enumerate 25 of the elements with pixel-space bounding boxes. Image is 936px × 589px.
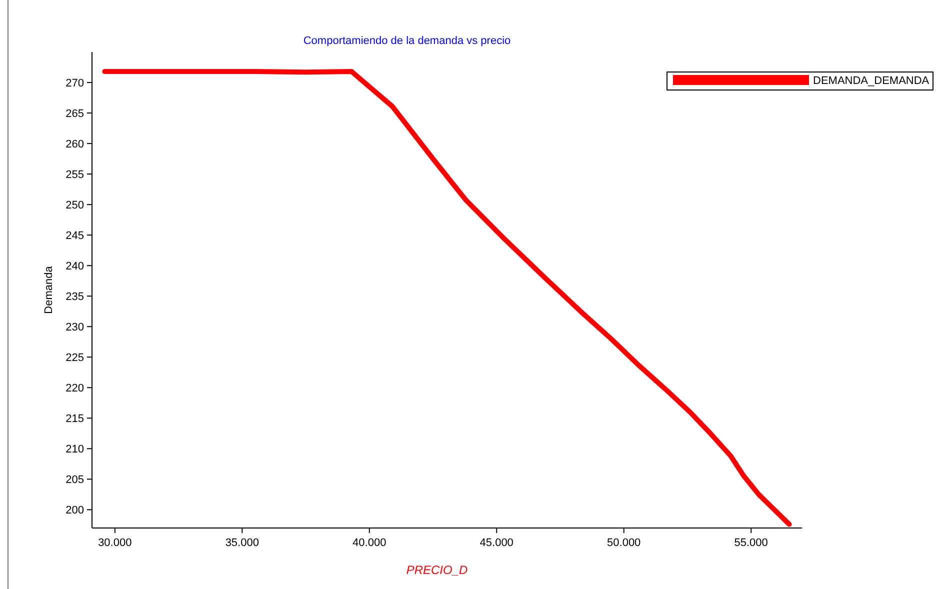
text: DEMANDA_DEMANDA bbox=[813, 75, 930, 87]
y-tick-label: 255 bbox=[66, 169, 84, 182]
y-tick-label: 250 bbox=[66, 200, 84, 212]
y-tick-label: 240 bbox=[66, 260, 84, 273]
x-tick-label: 50.000 bbox=[607, 537, 641, 549]
y-tick-label: 220 bbox=[66, 382, 84, 395]
x-tick-label: 35.000 bbox=[225, 537, 259, 549]
y-axis-title: Demanda bbox=[43, 265, 55, 314]
x-tick-label: 40.000 bbox=[352, 537, 386, 549]
y-tick-label: 215 bbox=[66, 413, 84, 426]
y-tick-label: 270 bbox=[66, 78, 84, 90]
y-tick-label: 205 bbox=[66, 474, 84, 486]
x-tick-label: 55.000 bbox=[734, 537, 768, 549]
y-tick-label: 200 bbox=[66, 504, 84, 517]
x-tick-label: 45.000 bbox=[480, 537, 514, 549]
y-tick-label: 225 bbox=[66, 352, 84, 364]
y-tick-label: 230 bbox=[66, 322, 84, 334]
y-tick-label: 235 bbox=[66, 291, 84, 304]
y-tick-label: 210 bbox=[66, 444, 84, 456]
chart-title: Comportamiendo de la demanda vs precio bbox=[303, 35, 511, 47]
x-axis-title: PRECIO_D bbox=[406, 563, 468, 577]
y-tick-label: 260 bbox=[66, 138, 84, 151]
y-tick-label: 265 bbox=[66, 108, 84, 120]
x-tick-label: 30.000 bbox=[98, 537, 132, 549]
y-tick-label: 245 bbox=[66, 230, 84, 242]
